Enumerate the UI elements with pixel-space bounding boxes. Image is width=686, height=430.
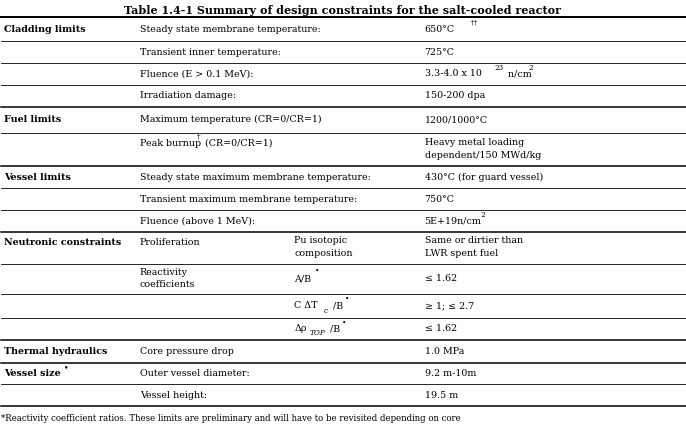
Text: *Reactivity coefficient ratios. These limits are preliminary and will have to be: *Reactivity coefficient ratios. These li… (1, 414, 461, 423)
Text: •: • (345, 295, 349, 303)
Text: 430°C (for guard vessel): 430°C (for guard vessel) (425, 173, 543, 182)
Text: C ΔT: C ΔT (294, 301, 318, 310)
Text: Irradiation damage:: Irradiation damage: (140, 91, 236, 100)
Text: 19.5 m: 19.5 m (425, 391, 458, 400)
Text: ≤ 1.62: ≤ 1.62 (425, 324, 457, 333)
Text: Vessel limits: Vessel limits (4, 173, 71, 182)
Text: 9.2 m-10m: 9.2 m-10m (425, 369, 476, 378)
Text: 1.0 MPa: 1.0 MPa (425, 347, 464, 356)
Text: †: † (197, 132, 200, 141)
Text: Cladding limits: Cladding limits (4, 25, 86, 34)
Text: composition: composition (294, 249, 353, 258)
Text: 2: 2 (529, 64, 534, 72)
Text: LWR spent fuel: LWR spent fuel (425, 249, 498, 258)
Text: 725°C: 725°C (425, 48, 455, 56)
Text: (CR=0/CR=1): (CR=0/CR=1) (202, 139, 272, 148)
Text: Fluence (above 1 MeV):: Fluence (above 1 MeV): (140, 217, 255, 226)
Text: Fluence (E > 0.1 MeV):: Fluence (E > 0.1 MeV): (140, 69, 253, 78)
Text: dependent/150 MWd/kg: dependent/150 MWd/kg (425, 151, 541, 160)
Text: 650°C: 650°C (425, 25, 455, 34)
Text: •: • (342, 319, 346, 326)
Text: 3.3-4.0 x 10: 3.3-4.0 x 10 (425, 69, 482, 78)
Text: •: • (315, 267, 319, 274)
Text: 750°C: 750°C (425, 195, 455, 204)
Text: Heavy metal loading: Heavy metal loading (425, 138, 524, 147)
Text: 150-200 dpa: 150-200 dpa (425, 91, 485, 100)
Text: /B: /B (330, 301, 343, 310)
Text: Vessel height:: Vessel height: (140, 391, 207, 400)
Text: Transient inner temperature:: Transient inner temperature: (140, 48, 281, 56)
Text: ≤ 1.62: ≤ 1.62 (425, 274, 457, 283)
Text: Peak burnup: Peak burnup (140, 139, 201, 148)
Text: Outer vessel diameter:: Outer vessel diameter: (140, 369, 250, 378)
Text: Proliferation: Proliferation (140, 238, 200, 247)
Text: Maximum temperature (CR=0/CR=1): Maximum temperature (CR=0/CR=1) (140, 115, 322, 124)
Text: Thermal hydraulics: Thermal hydraulics (4, 347, 108, 356)
Text: Neutronic constraints: Neutronic constraints (4, 238, 121, 247)
Text: •: • (64, 363, 69, 372)
Text: Same or dirtier than: Same or dirtier than (425, 237, 523, 246)
Text: 1200/1000°C: 1200/1000°C (425, 115, 488, 124)
Text: Reactivity: Reactivity (140, 268, 188, 277)
Text: /B: /B (327, 324, 340, 333)
Text: Transient maximum membrane temperature:: Transient maximum membrane temperature: (140, 195, 357, 204)
Text: Core pressure drop: Core pressure drop (140, 347, 234, 356)
Text: n/cm: n/cm (505, 69, 532, 78)
Text: Table 1.4-1 Summary of design constraints for the salt-cooled reactor: Table 1.4-1 Summary of design constraint… (124, 5, 562, 16)
Text: ≥ 1; ≤ 2.7: ≥ 1; ≤ 2.7 (425, 301, 474, 310)
Text: Steady state membrane temperature:: Steady state membrane temperature: (140, 25, 320, 34)
Text: 23: 23 (495, 64, 504, 72)
Text: Δρ: Δρ (294, 324, 307, 333)
Text: Vessel size: Vessel size (4, 369, 61, 378)
Text: A/B: A/B (294, 274, 311, 283)
Text: ††: †† (471, 18, 477, 27)
Text: 5E+19n/cm: 5E+19n/cm (425, 217, 482, 226)
Text: Steady state maximum membrane temperature:: Steady state maximum membrane temperatur… (140, 173, 371, 182)
Text: c: c (324, 307, 328, 315)
Text: coefficients: coefficients (140, 280, 196, 289)
Text: Fuel limits: Fuel limits (4, 115, 61, 124)
Text: Pu isotopic: Pu isotopic (294, 237, 347, 246)
Text: 2: 2 (481, 211, 486, 219)
Text: TOP: TOP (309, 329, 325, 338)
